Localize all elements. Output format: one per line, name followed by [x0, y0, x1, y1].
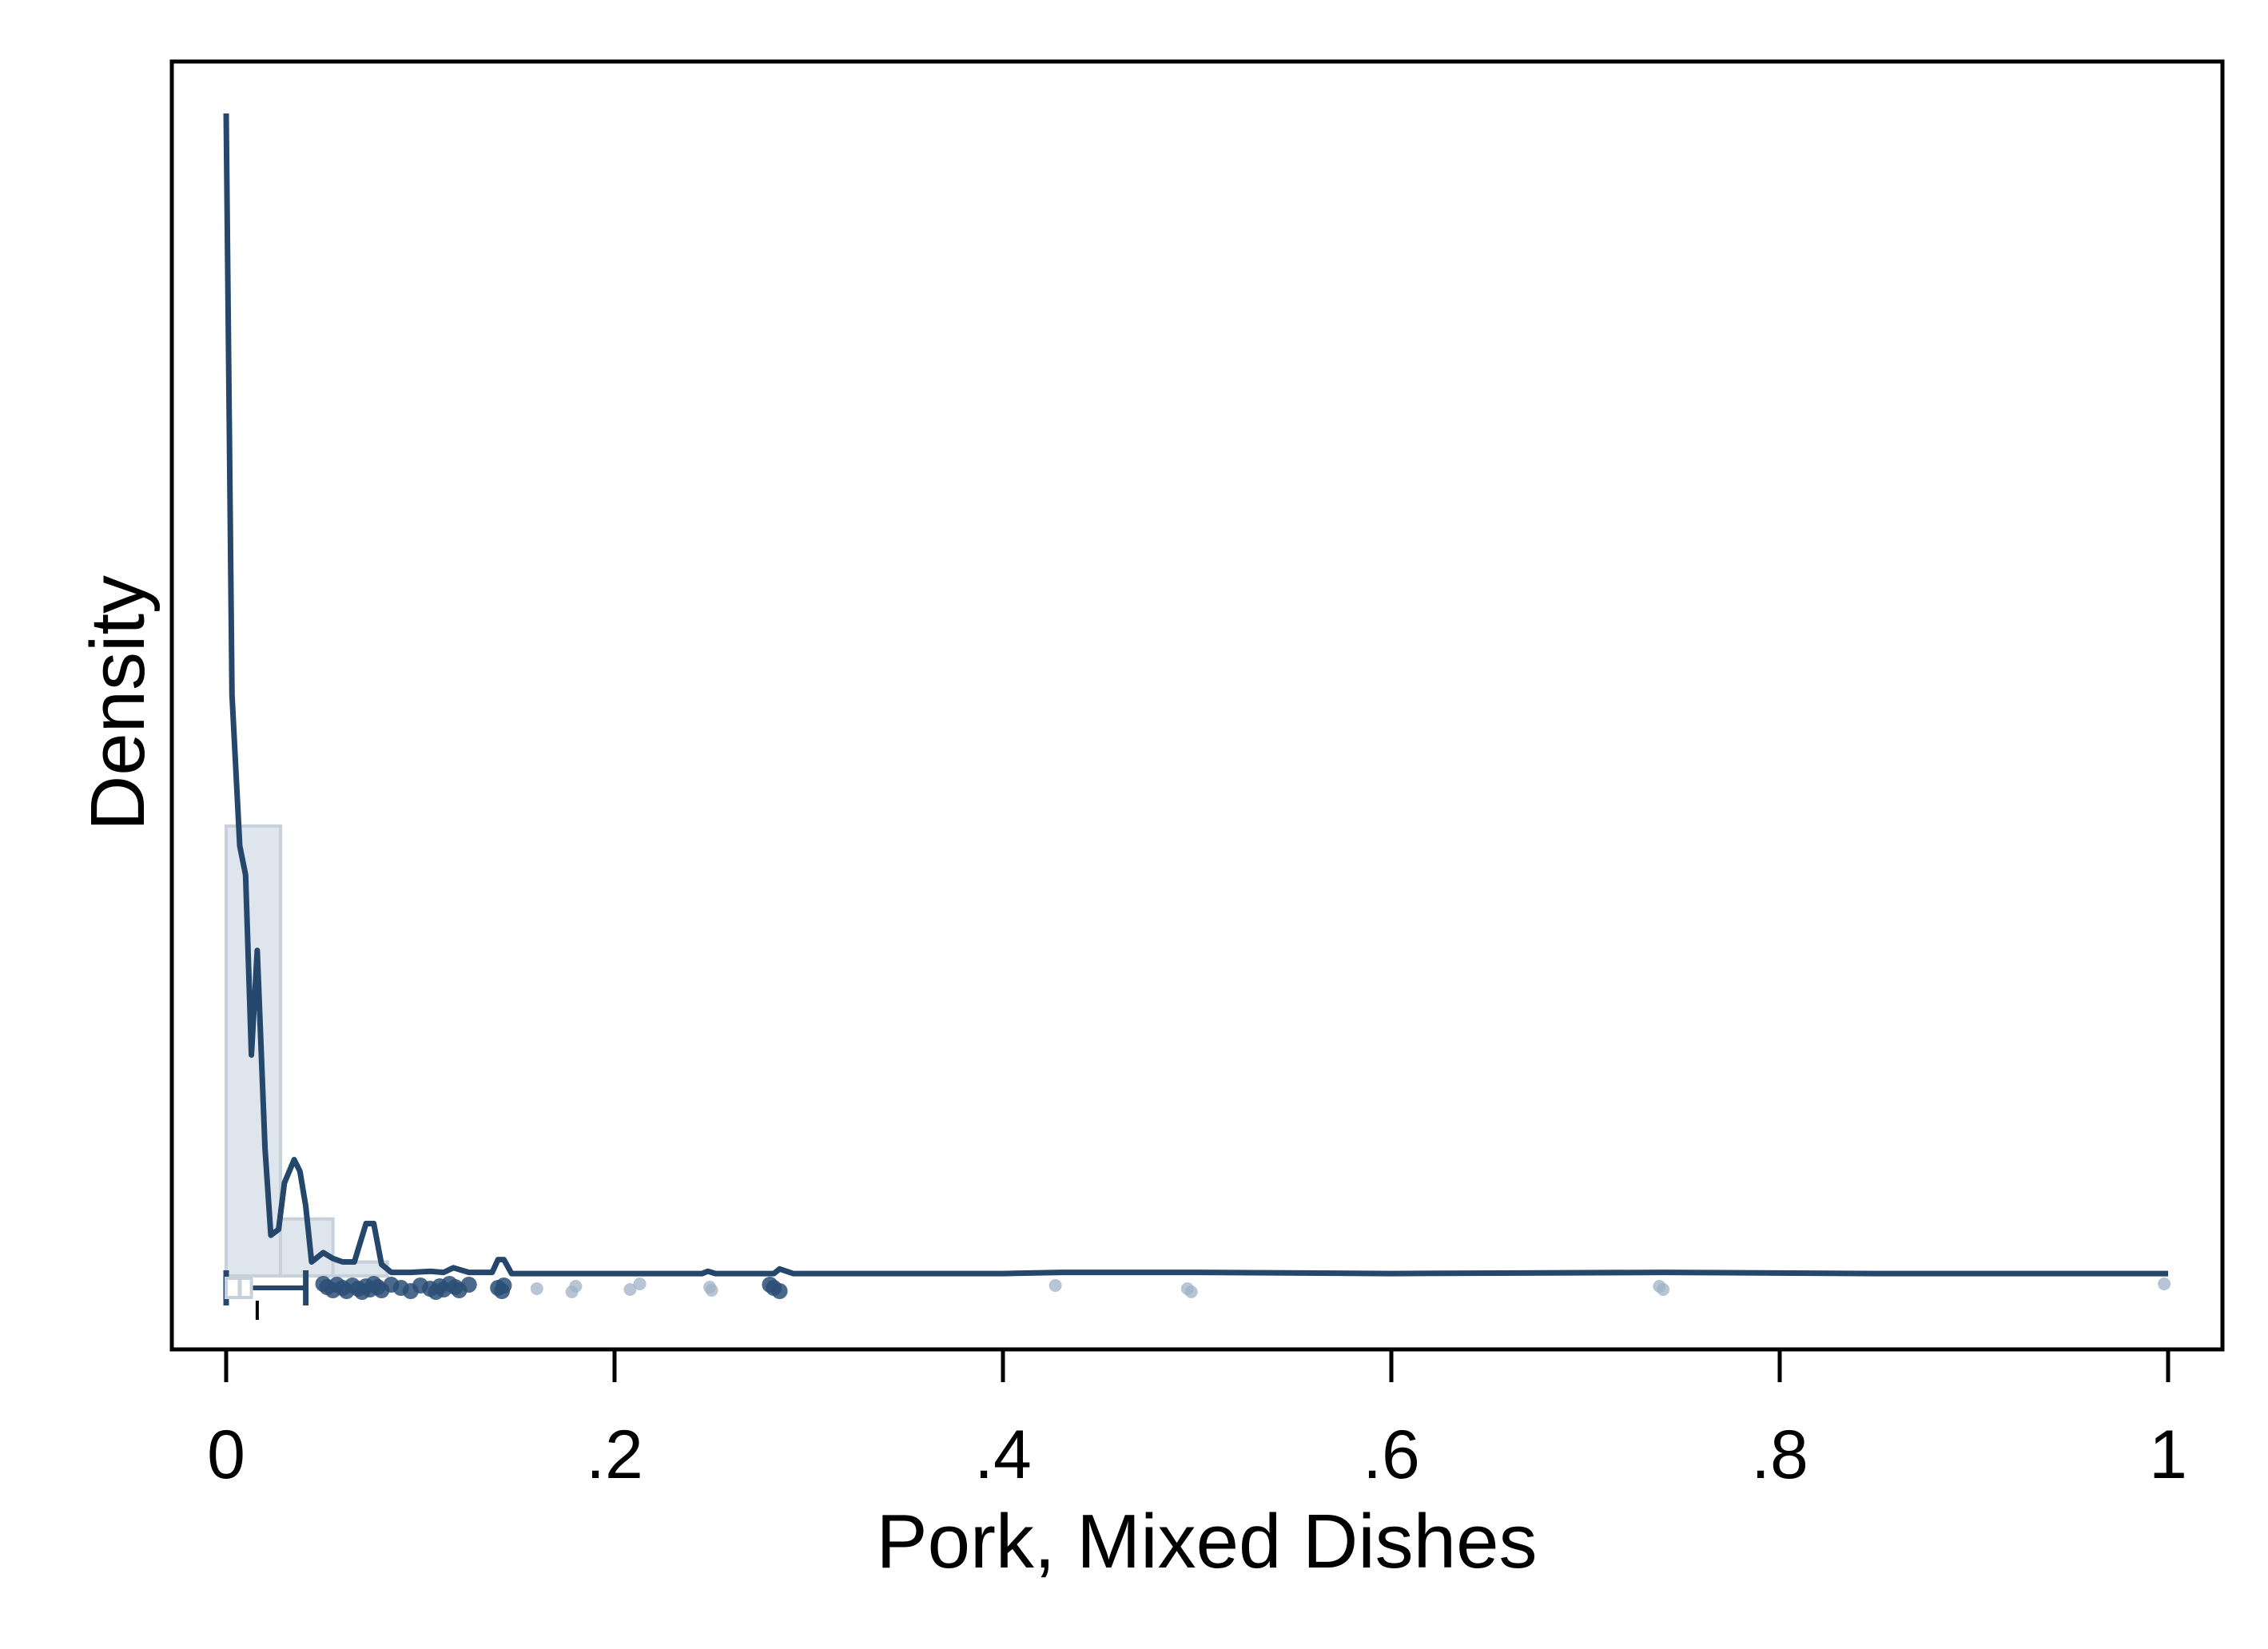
data-point-38 — [771, 1283, 788, 1299]
boxplot — [223, 1270, 309, 1320]
x-tick-label-2: .4 — [974, 1417, 1032, 1493]
data-point-32 — [623, 1283, 637, 1296]
x-axis-title: Pork, Mixed Dishes — [877, 1499, 1538, 1584]
data-point-31 — [569, 1280, 583, 1293]
x-tick-label-5: 1 — [2149, 1417, 2187, 1493]
data-point-33 — [633, 1277, 647, 1290]
data-point-25 — [460, 1277, 477, 1293]
jittered-points — [315, 1276, 2171, 1300]
data-point-39 — [1048, 1279, 1062, 1292]
data-point-44 — [2158, 1277, 2171, 1290]
y-axis-title: Density — [75, 575, 161, 831]
x-tick-label-0: 0 — [207, 1417, 245, 1493]
data-point-28 — [495, 1277, 512, 1293]
data-point-43 — [1657, 1283, 1670, 1296]
x-tick-label-4: .8 — [1751, 1417, 1808, 1493]
x-axis: 0 .2 .4 .6 .8 1 — [207, 1349, 2187, 1493]
data-point-29 — [530, 1282, 543, 1295]
x-tick-label-3: .6 — [1363, 1417, 1420, 1493]
data-point-41 — [1184, 1285, 1198, 1298]
density-curve — [223, 113, 2168, 1277]
plot-frame — [169, 59, 2225, 1352]
data-point-35 — [705, 1284, 718, 1297]
x-tick-label-1: .2 — [586, 1417, 643, 1493]
